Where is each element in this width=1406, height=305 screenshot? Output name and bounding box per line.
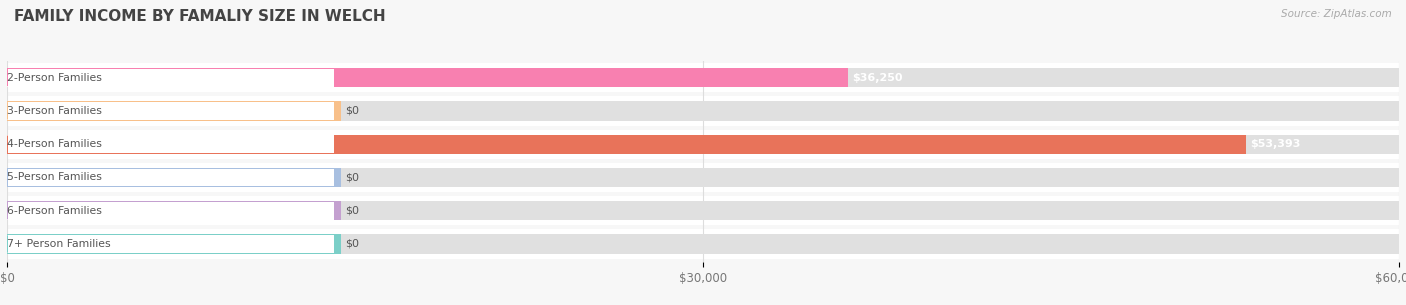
Text: $0: $0 — [346, 239, 360, 249]
Text: $0: $0 — [346, 172, 360, 182]
Bar — [7, 202, 335, 220]
Bar — [7, 135, 335, 153]
Bar — [7, 135, 1399, 154]
Bar — [7, 69, 335, 87]
Bar — [7, 68, 1399, 87]
Bar — [7, 234, 1399, 254]
Bar — [7, 234, 340, 254]
Bar — [7, 201, 1399, 221]
Bar — [7, 135, 1246, 154]
Text: 2-Person Families: 2-Person Families — [7, 73, 101, 83]
Bar — [7, 196, 1399, 225]
Text: $0: $0 — [346, 206, 360, 216]
Bar — [7, 68, 848, 87]
Bar — [7, 229, 1399, 259]
Bar — [7, 101, 340, 120]
Bar — [7, 130, 1399, 159]
Bar — [7, 168, 1399, 187]
Bar — [7, 235, 335, 253]
Bar — [7, 168, 340, 187]
Text: FAMILY INCOME BY FAMALIY SIZE IN WELCH: FAMILY INCOME BY FAMALIY SIZE IN WELCH — [14, 9, 385, 24]
Text: 4-Person Families: 4-Person Families — [7, 139, 101, 149]
Bar — [7, 101, 1399, 120]
Bar — [7, 102, 335, 120]
Bar — [7, 96, 1399, 126]
Bar — [7, 163, 1399, 192]
Text: Source: ZipAtlas.com: Source: ZipAtlas.com — [1281, 9, 1392, 19]
Bar — [7, 169, 335, 186]
Bar — [7, 201, 340, 221]
Text: 5-Person Families: 5-Person Families — [7, 172, 101, 182]
Bar — [7, 63, 1399, 92]
Text: 7+ Person Families: 7+ Person Families — [7, 239, 111, 249]
Text: 3-Person Families: 3-Person Families — [7, 106, 101, 116]
Text: $53,393: $53,393 — [1250, 139, 1301, 149]
Text: 6-Person Families: 6-Person Families — [7, 206, 101, 216]
Text: $36,250: $36,250 — [852, 73, 903, 83]
Text: $0: $0 — [346, 106, 360, 116]
